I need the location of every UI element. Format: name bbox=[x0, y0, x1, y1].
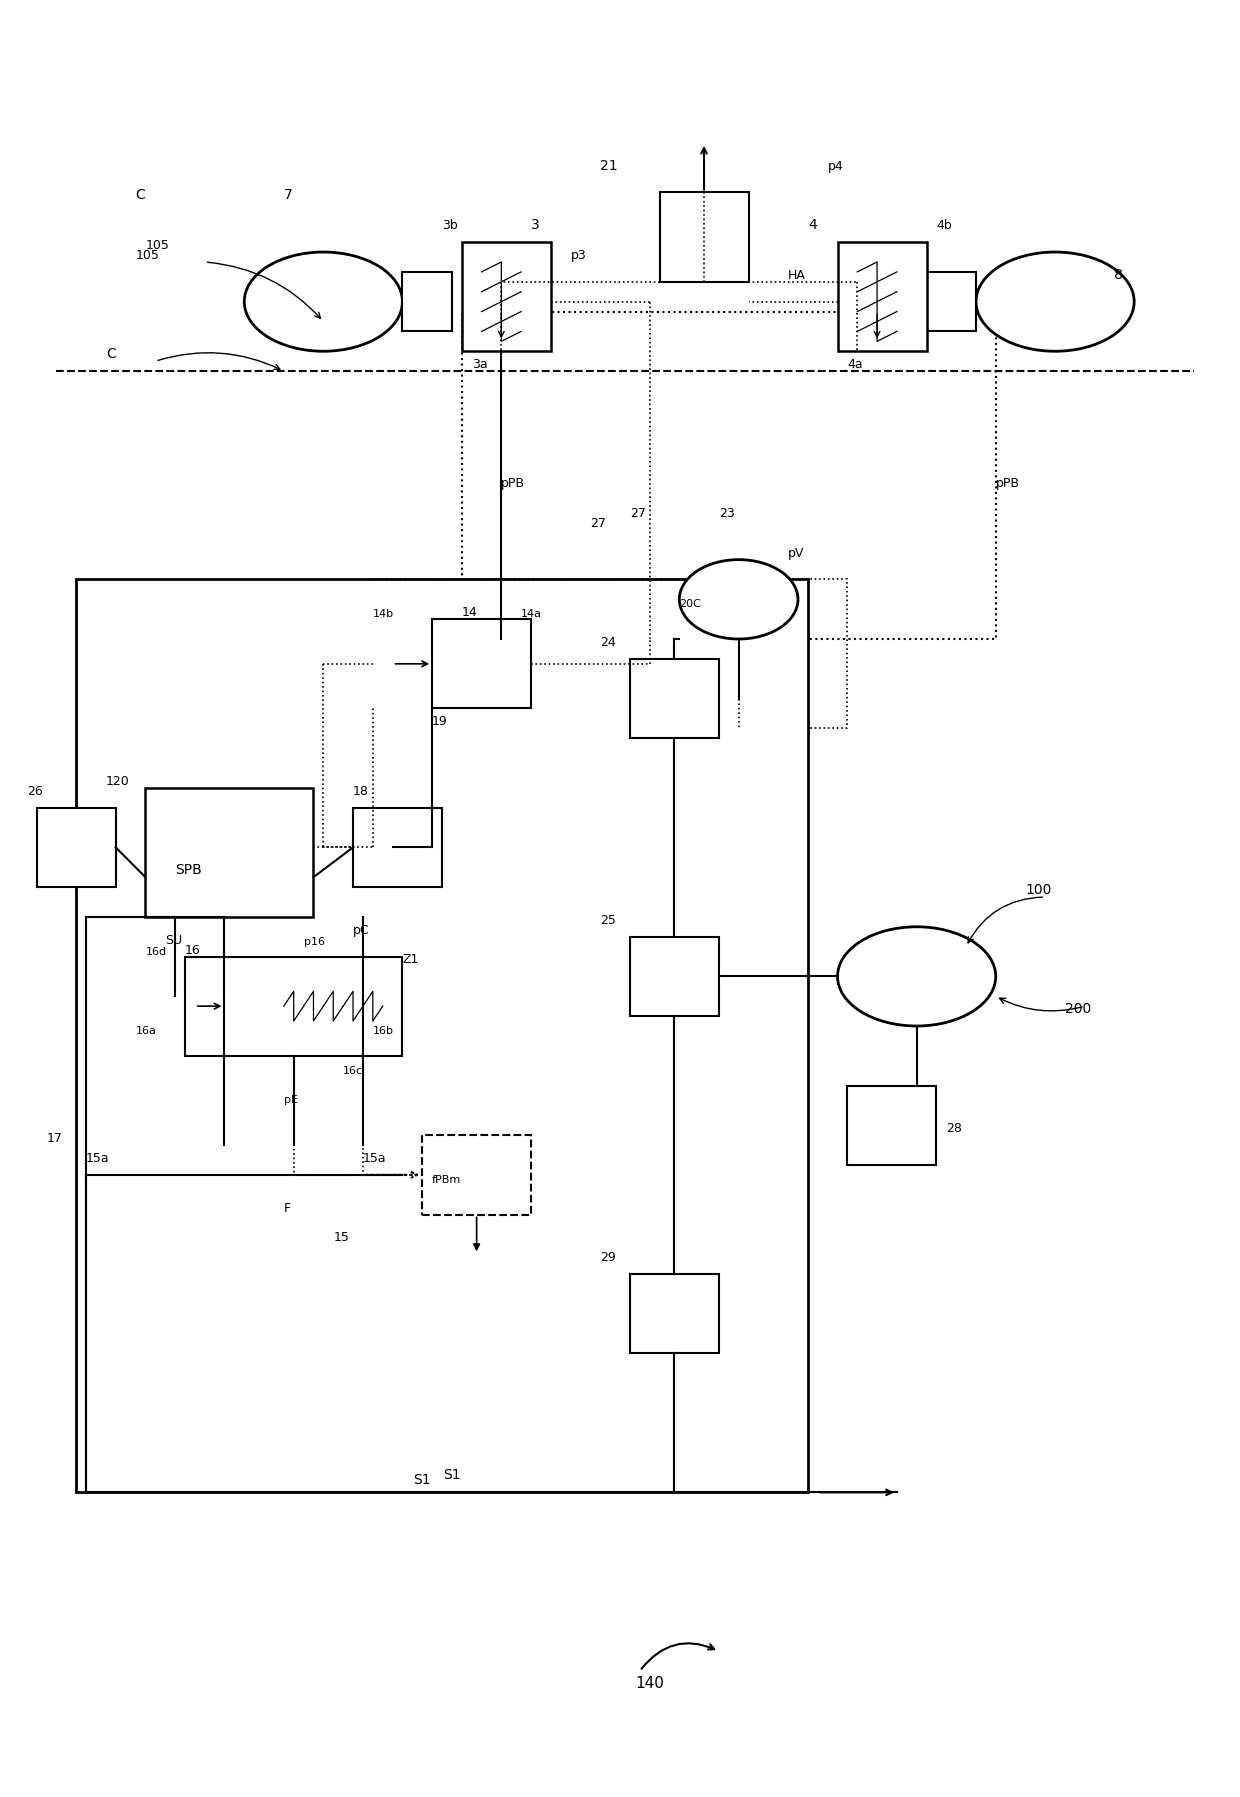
Text: 16: 16 bbox=[185, 943, 201, 956]
Text: p16: p16 bbox=[304, 936, 325, 947]
Text: S1: S1 bbox=[443, 1468, 461, 1483]
Text: SPB: SPB bbox=[175, 863, 202, 877]
Bar bbox=[432, 620, 531, 708]
Bar bbox=[837, 243, 926, 350]
Text: 17: 17 bbox=[46, 1132, 62, 1145]
Text: 14a: 14a bbox=[521, 609, 542, 620]
Text: 26: 26 bbox=[27, 785, 42, 798]
Ellipse shape bbox=[837, 927, 996, 1026]
Text: 29: 29 bbox=[600, 1251, 616, 1263]
Bar bbox=[630, 659, 719, 739]
Bar bbox=[847, 1085, 936, 1164]
Text: 15a: 15a bbox=[363, 1152, 387, 1164]
Text: 105: 105 bbox=[145, 239, 169, 252]
Bar bbox=[461, 311, 996, 640]
Bar bbox=[185, 956, 403, 1057]
Text: 16c: 16c bbox=[343, 1066, 363, 1076]
Text: SU: SU bbox=[165, 934, 182, 947]
Text: C: C bbox=[105, 347, 115, 361]
Text: 3a: 3a bbox=[471, 358, 487, 372]
Text: 16b: 16b bbox=[373, 1026, 394, 1035]
Text: pPB: pPB bbox=[501, 478, 526, 491]
Text: 7: 7 bbox=[284, 189, 293, 203]
Bar bbox=[373, 579, 847, 728]
Text: 4b: 4b bbox=[936, 219, 952, 232]
Text: 27: 27 bbox=[590, 518, 606, 530]
Bar bbox=[461, 243, 551, 350]
Text: 23: 23 bbox=[719, 507, 734, 519]
Text: Z1: Z1 bbox=[403, 954, 419, 967]
Text: pPB: pPB bbox=[996, 478, 1019, 491]
Text: p3: p3 bbox=[570, 250, 587, 262]
Text: p4: p4 bbox=[827, 160, 843, 173]
Bar bbox=[145, 927, 501, 1096]
Text: 28: 28 bbox=[946, 1121, 962, 1136]
Text: 4: 4 bbox=[808, 217, 817, 232]
Text: 3: 3 bbox=[531, 217, 539, 232]
Text: 4a: 4a bbox=[847, 358, 863, 372]
Text: 19: 19 bbox=[432, 715, 448, 728]
Bar bbox=[145, 787, 314, 916]
Text: 25: 25 bbox=[600, 915, 616, 927]
Text: 15a: 15a bbox=[86, 1152, 109, 1164]
Text: 16a: 16a bbox=[135, 1026, 156, 1035]
Text: F: F bbox=[284, 1202, 291, 1215]
Bar bbox=[37, 807, 115, 888]
Text: HA: HA bbox=[789, 270, 806, 282]
Text: C: C bbox=[135, 189, 145, 203]
Text: 18: 18 bbox=[353, 785, 368, 798]
Text: 15: 15 bbox=[334, 1231, 350, 1244]
Text: fPBm: fPBm bbox=[432, 1175, 461, 1184]
Text: 105: 105 bbox=[135, 250, 160, 262]
Text: 27: 27 bbox=[630, 507, 646, 519]
Bar bbox=[926, 271, 976, 331]
Ellipse shape bbox=[244, 252, 403, 350]
Text: 24: 24 bbox=[600, 636, 616, 649]
Bar bbox=[660, 192, 749, 282]
Text: 14b: 14b bbox=[373, 609, 394, 620]
Text: 21: 21 bbox=[600, 158, 618, 173]
Text: 8: 8 bbox=[1115, 268, 1123, 282]
Bar bbox=[403, 271, 451, 331]
Text: 14: 14 bbox=[461, 606, 477, 620]
Bar bbox=[353, 807, 441, 888]
Text: pV: pV bbox=[789, 546, 805, 559]
Bar bbox=[76, 579, 808, 1492]
Text: pC: pC bbox=[353, 924, 370, 936]
Text: 200: 200 bbox=[1065, 1003, 1091, 1015]
Text: pE: pE bbox=[284, 1096, 298, 1105]
Text: 140: 140 bbox=[635, 1677, 665, 1691]
Ellipse shape bbox=[680, 559, 799, 640]
Text: 120: 120 bbox=[105, 775, 129, 787]
Text: 3b: 3b bbox=[441, 219, 458, 232]
Text: 20C: 20C bbox=[680, 598, 701, 609]
Bar bbox=[630, 936, 719, 1015]
Text: 100: 100 bbox=[1025, 882, 1052, 897]
Text: S1: S1 bbox=[413, 1474, 432, 1488]
Ellipse shape bbox=[976, 252, 1135, 350]
Text: 16d: 16d bbox=[145, 947, 166, 956]
Bar bbox=[630, 1274, 719, 1353]
Bar bbox=[423, 1136, 531, 1215]
